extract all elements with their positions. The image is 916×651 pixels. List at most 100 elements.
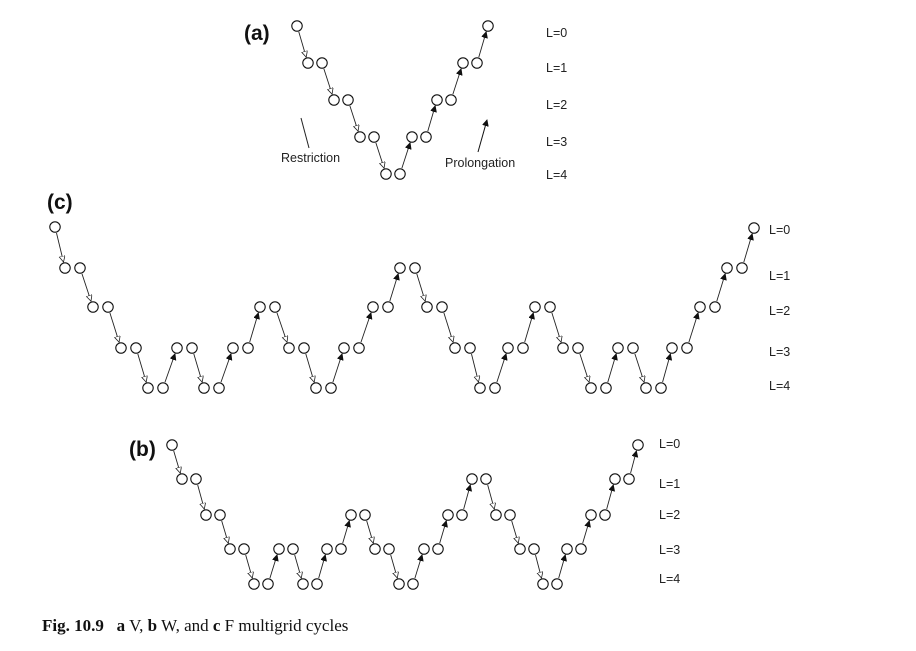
prolongation-arrow [249, 313, 259, 343]
grid-node [418, 543, 430, 555]
grid-node [367, 301, 379, 313]
grid-node [537, 578, 549, 590]
grid-node [142, 382, 154, 394]
grid-node [474, 382, 486, 394]
level-label: L=1 [659, 477, 680, 491]
prolongation-arrow [558, 555, 566, 579]
grid-node [321, 543, 333, 555]
figure-caption: Fig. 10.9 a V, b W, and c F multigrid cy… [42, 616, 348, 636]
prolongation-arrow [662, 354, 671, 383]
restriction-indicator-arrow [300, 117, 310, 149]
grid-node [269, 301, 281, 313]
panel-a-level-labels: L=0 L=1 L=2 L=3 L=4 [546, 26, 567, 182]
restriction-arrow [511, 520, 519, 543]
grid-node [480, 473, 492, 485]
grid-node [345, 509, 357, 521]
grid-node [227, 342, 239, 354]
grid-node [273, 543, 285, 555]
grid-node [316, 57, 328, 69]
grid-node [254, 301, 266, 313]
grid-node [721, 262, 733, 274]
grid-node [655, 382, 667, 394]
restriction-arrow [390, 554, 398, 578]
grid-node [561, 543, 573, 555]
grid-node [291, 20, 303, 32]
prolongation-arrow [164, 354, 175, 383]
prolongation-arrow [582, 521, 590, 544]
grid-node [310, 382, 322, 394]
prolongation-arrow [439, 521, 447, 544]
grid-node [585, 509, 597, 521]
grid-node [190, 473, 202, 485]
grid-node [353, 342, 365, 354]
level-label: L=0 [546, 26, 567, 40]
grid-node [482, 20, 494, 32]
grid-node [748, 222, 760, 234]
grid-node [224, 543, 236, 555]
grid-node [382, 301, 394, 313]
grid-node [302, 57, 314, 69]
grid-node [490, 509, 502, 521]
level-label: L=0 [769, 223, 790, 237]
grid-node [248, 578, 260, 590]
grid-node [431, 94, 443, 106]
grid-node [456, 509, 468, 521]
grid-node [325, 382, 337, 394]
restriction-arrow [551, 312, 561, 342]
grid-node [335, 543, 347, 555]
grid-node [368, 131, 380, 143]
grid-node [171, 342, 183, 354]
grid-node [464, 342, 476, 354]
grid-node [213, 382, 225, 394]
grid-node [632, 439, 644, 451]
grid-node [502, 342, 514, 354]
level-label: L=4 [659, 572, 680, 586]
prolongation-arrow [606, 485, 614, 510]
grid-node [338, 342, 350, 354]
grid-node [627, 342, 639, 354]
grid-node [528, 543, 540, 555]
grid-node [369, 543, 381, 555]
grid-node [551, 578, 563, 590]
caption-letter: c [212, 616, 221, 635]
v-cycle-nodes [291, 20, 494, 180]
grid-node [287, 543, 299, 555]
grid-node [176, 473, 188, 485]
grid-node [445, 94, 457, 106]
grid-node [198, 382, 210, 394]
grid-node [130, 342, 142, 354]
grid-node [298, 342, 310, 354]
restriction-arrow [349, 105, 358, 131]
grid-node [623, 473, 635, 485]
level-label: L=1 [769, 269, 790, 283]
grid-node [517, 342, 529, 354]
restriction-arrow [197, 484, 205, 509]
caption-letter: b [147, 616, 158, 635]
f-cycle-nodes [49, 221, 760, 394]
grid-node [311, 578, 323, 590]
restriction-arrow [81, 273, 91, 301]
grid-node [359, 509, 371, 521]
level-label: L=3 [546, 135, 567, 149]
grid-node [49, 221, 61, 233]
w-cycle-panel: (b) L=0 L=1 L=2 L=3 L=4 [129, 437, 680, 590]
grid-node [736, 262, 748, 274]
grid-node [432, 543, 444, 555]
level-label: L=0 [659, 437, 680, 451]
grid-node [380, 168, 392, 180]
grid-node [102, 301, 114, 313]
prolongation-arrow [269, 555, 277, 579]
grid-node [354, 131, 366, 143]
prolongation-arrow [414, 555, 422, 579]
panel-c-label: (c) [47, 191, 73, 214]
grid-node [409, 262, 421, 274]
prolongation-arrow [220, 354, 231, 383]
grid-node [599, 509, 611, 521]
grid-node [694, 301, 706, 313]
grid-node [283, 342, 295, 354]
panel-b-label: (b) [129, 438, 156, 461]
prolongation-arrow [401, 143, 410, 169]
grid-node [681, 342, 693, 354]
restriction-arrow [443, 312, 453, 342]
